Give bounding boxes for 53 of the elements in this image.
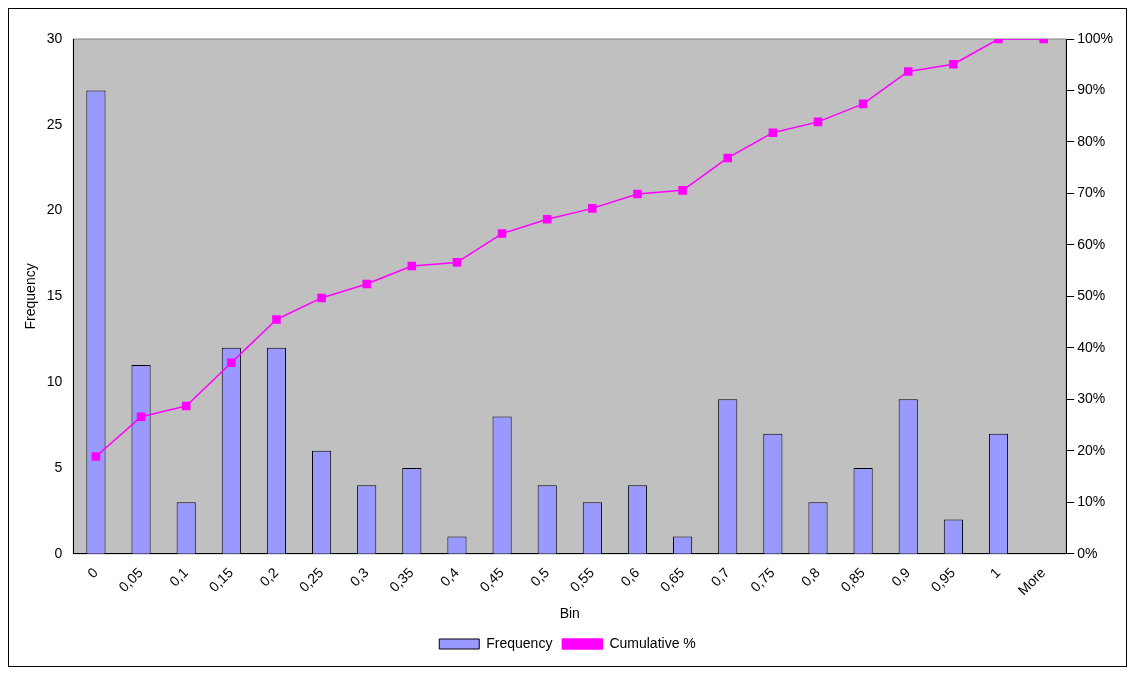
y2-tick-label: 60% bbox=[1077, 235, 1106, 252]
x-tick-label: 1 bbox=[986, 564, 1004, 582]
point bbox=[136, 412, 146, 422]
point bbox=[407, 261, 417, 271]
y-tick-label: 20 bbox=[46, 201, 63, 218]
y-axis-title: Frequency bbox=[22, 263, 39, 330]
y2-tick-label: 70% bbox=[1077, 184, 1106, 201]
point bbox=[588, 204, 597, 213]
point bbox=[452, 258, 462, 267]
x-tick-label: 0,6 bbox=[617, 564, 643, 590]
point bbox=[678, 186, 687, 195]
point bbox=[633, 189, 642, 199]
point bbox=[723, 153, 733, 163]
point bbox=[768, 128, 778, 137]
x-tick-label: 0,8 bbox=[797, 564, 823, 590]
legend-label: Cumulative % bbox=[609, 634, 696, 651]
point bbox=[858, 99, 868, 109]
y-tick-label: 10 bbox=[46, 373, 63, 390]
x-axis-title: Bin bbox=[559, 605, 580, 622]
y-tick-label: 0 bbox=[54, 544, 63, 561]
y2-tick-label: 90% bbox=[1077, 81, 1106, 98]
point bbox=[542, 214, 552, 224]
x-tick-label: 0,7 bbox=[707, 564, 733, 590]
point bbox=[272, 315, 281, 324]
y-tick-label: 30 bbox=[46, 29, 63, 46]
x-tick-label: 0,5 bbox=[526, 564, 553, 590]
x-tick-label: 0,3 bbox=[346, 564, 372, 590]
x-tick-label: 0,2 bbox=[256, 564, 282, 590]
y-tick-label: 25 bbox=[46, 115, 63, 132]
y2-tick-label: 100% bbox=[1077, 29, 1114, 46]
x-tick-label: 0 bbox=[83, 564, 101, 582]
y2-tick-label: 10% bbox=[1077, 493, 1106, 510]
y2-tick-label: 20% bbox=[1077, 441, 1106, 458]
x-tick-label: 0,4 bbox=[436, 564, 462, 590]
point bbox=[813, 117, 823, 127]
point bbox=[903, 67, 913, 76]
point bbox=[949, 59, 958, 69]
point bbox=[497, 229, 507, 238]
point bbox=[91, 452, 101, 461]
y2-tick-label: 30% bbox=[1077, 390, 1106, 407]
y2-tick-label: 0% bbox=[1077, 544, 1098, 561]
point bbox=[227, 358, 236, 368]
x-tick-label: 0,9 bbox=[888, 564, 914, 590]
y2-tick-label: 50% bbox=[1077, 287, 1106, 304]
point bbox=[317, 293, 326, 303]
y-tick-label: 5 bbox=[54, 458, 63, 475]
y2-tick-label: 80% bbox=[1077, 132, 1106, 149]
x-tick-label: 0,1 bbox=[165, 564, 192, 590]
y-tick-label: 15 bbox=[46, 287, 63, 304]
point bbox=[181, 401, 191, 411]
legend-label: Frequency bbox=[486, 634, 553, 651]
y2-tick-label: 40% bbox=[1077, 338, 1106, 355]
point bbox=[362, 279, 371, 289]
